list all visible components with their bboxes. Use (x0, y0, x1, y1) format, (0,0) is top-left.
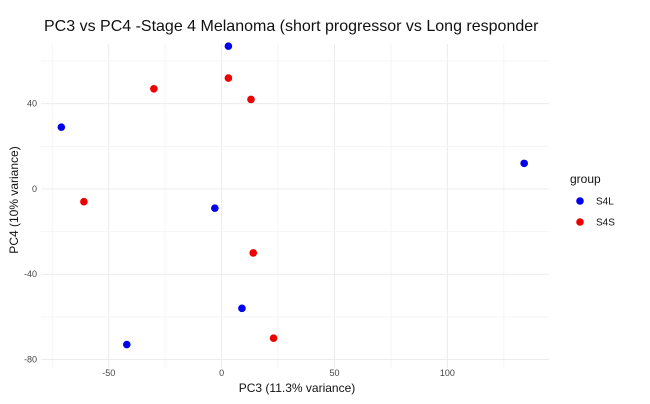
data-point-s4l (122, 340, 131, 349)
x-tick-label: 0 (219, 368, 224, 378)
legend-label-s4l: S4L (596, 197, 614, 208)
x-tick-label: 100 (440, 368, 455, 378)
data-point-s4s (150, 84, 158, 93)
points-layer (57, 42, 528, 349)
ticks-layer: -50 0 50 100 -80 -40 0 40 (24, 99, 455, 378)
y-tick-label: 0 (32, 184, 37, 194)
grid-layer (41, 44, 549, 368)
legend-label-s4s: S4S (596, 218, 615, 229)
data-point-s4l (224, 42, 233, 50)
data-point-s4l (520, 159, 528, 168)
data-point-s4l (238, 304, 246, 313)
legend-items: S4L S4S (576, 197, 615, 229)
legend-title: group (570, 172, 601, 186)
x-tick-label: -50 (102, 368, 115, 378)
legend-marker-s4l (576, 197, 584, 205)
data-point-s4l (211, 204, 219, 212)
legend-marker-s4s (576, 218, 584, 226)
data-point-s4s (224, 74, 233, 82)
y-axis-label: PC4 (10% variance) (7, 146, 21, 253)
data-point-s4l (57, 123, 66, 131)
data-point-s4s (80, 197, 88, 206)
y-tick-label: 40 (27, 99, 37, 109)
chart-title: PC3 vs PC4 -Stage 4 Melanoma (short prog… (44, 18, 539, 35)
data-point-s4s (269, 334, 278, 342)
x-axis-label: PC3 (11.3% variance) (239, 381, 356, 395)
data-point-s4s (247, 95, 255, 104)
legend: group S4L S4S (570, 172, 615, 229)
data-point-s4s (249, 249, 258, 257)
x-tick-label: 50 (330, 368, 340, 378)
y-tick-label: -80 (24, 354, 37, 364)
y-tick-label: -40 (24, 269, 37, 279)
